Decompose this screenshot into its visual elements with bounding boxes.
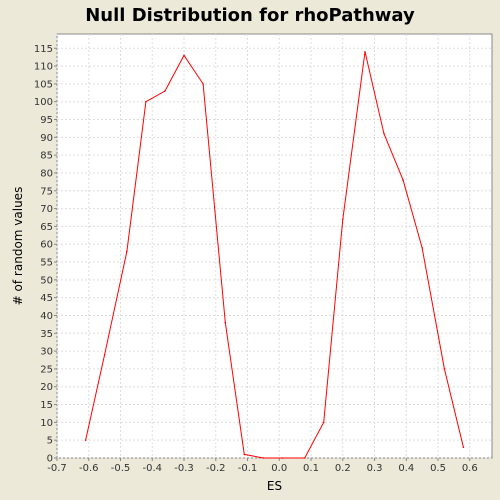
x-tick-label: -0.7 bbox=[47, 463, 67, 474]
y-tick-label: 25 bbox=[40, 364, 53, 375]
y-tick-label: 0 bbox=[47, 454, 53, 465]
y-tick-label: 110 bbox=[34, 62, 53, 73]
x-tick-label: -0.6 bbox=[79, 463, 99, 474]
y-tick-label: 90 bbox=[40, 133, 53, 144]
y-tick-label: 35 bbox=[40, 329, 53, 340]
y-tick-label: 65 bbox=[40, 222, 53, 233]
y-tick-label: 75 bbox=[40, 186, 53, 197]
y-tick-label: 80 bbox=[40, 168, 53, 179]
data-point bbox=[262, 457, 265, 459]
y-tick-label: 105 bbox=[34, 79, 53, 90]
y-tick-label: 20 bbox=[40, 382, 53, 393]
y-tick-label: 45 bbox=[40, 293, 53, 304]
data-point bbox=[183, 54, 185, 57]
grid-lines bbox=[56, 34, 492, 459]
y-tick-label: 40 bbox=[40, 311, 53, 322]
y-tick-label: 30 bbox=[40, 347, 53, 358]
y-tick-label: 70 bbox=[40, 204, 53, 215]
y-tick-label: 15 bbox=[40, 400, 53, 411]
y-tick-label: 95 bbox=[40, 115, 53, 126]
data-point bbox=[164, 90, 166, 92]
y-tick-label: 60 bbox=[40, 240, 53, 251]
y-tick-label: 50 bbox=[40, 275, 53, 286]
data-point bbox=[103, 353, 106, 356]
data-point bbox=[383, 132, 385, 135]
data-point bbox=[303, 457, 306, 459]
data-point bbox=[84, 439, 87, 441]
x-tick-label: -0.4 bbox=[142, 463, 162, 474]
y-tick-label: 10 bbox=[40, 418, 53, 429]
x-tick-label: 0.1 bbox=[303, 463, 319, 474]
series-line bbox=[85, 51, 464, 459]
y-tick-label: 100 bbox=[34, 97, 53, 108]
data-point bbox=[224, 321, 227, 324]
chart-title: Null Distribution for rhoPathway bbox=[85, 5, 415, 26]
x-tick-label: -0.5 bbox=[111, 463, 131, 474]
data-point bbox=[126, 250, 128, 253]
data-point bbox=[402, 179, 404, 181]
y-tick-label: 55 bbox=[40, 258, 53, 269]
y-tick-label: 5 bbox=[47, 436, 53, 447]
data-point bbox=[145, 100, 147, 103]
y-axis: 0 5 10 15 20 25 30 35 40 45 50 55 60 65 70 75 80 85 90 95 10… bbox=[34, 44, 57, 465]
series-layer bbox=[84, 51, 465, 459]
data-point bbox=[421, 246, 423, 249]
y-axis-title: # of random values bbox=[11, 187, 25, 306]
x-tick-label: -0.2 bbox=[206, 463, 226, 474]
data-point bbox=[443, 368, 446, 370]
y-tick-label: 85 bbox=[40, 151, 53, 162]
x-tick-label: 0.4 bbox=[398, 463, 414, 474]
y-tick-label: 115 bbox=[34, 44, 53, 55]
data-point bbox=[341, 218, 344, 221]
data-point bbox=[322, 421, 325, 424]
x-tick-label: -0.3 bbox=[174, 463, 194, 474]
data-point bbox=[281, 457, 284, 459]
data-point bbox=[462, 446, 465, 449]
data-point bbox=[202, 83, 204, 85]
x-tick-label: 0.5 bbox=[430, 463, 446, 474]
data-point bbox=[364, 51, 366, 53]
x-axis: -0.7 -0.6 -0.5 -0.4 -0.3 -0.2 -0.1 0.0 0.1 0.2 0.3… bbox=[47, 458, 478, 474]
x-tick-label: -0.1 bbox=[238, 463, 258, 474]
data-point bbox=[243, 453, 246, 456]
x-tick-label: 0.2 bbox=[335, 463, 351, 474]
x-tick-label: 0.0 bbox=[271, 463, 287, 474]
x-tick-label: 0.3 bbox=[367, 463, 383, 474]
plot-area bbox=[56, 33, 493, 459]
x-tick-label: 0.6 bbox=[462, 463, 478, 474]
x-axis-title: ES bbox=[267, 479, 282, 493]
